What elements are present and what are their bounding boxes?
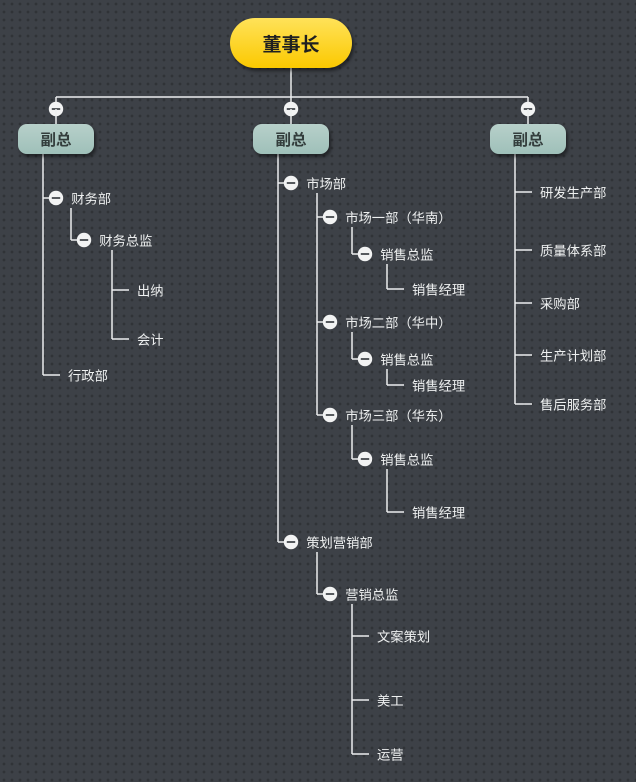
svg-text:财务总监: 财务总监 <box>99 231 152 250</box>
svg-text:生产计划部: 生产计划部 <box>540 346 606 365</box>
svg-text:市场一部（华南）: 市场一部（华南） <box>345 208 451 227</box>
svg-text:销售经理: 销售经理 <box>412 376 465 395</box>
svg-text:研发生产部: 研发生产部 <box>540 183 606 202</box>
svg-text:文案策划: 文案策划 <box>377 627 430 646</box>
svg-text:销售总监: 销售总监 <box>380 245 433 264</box>
svg-text:策划营销部: 策划营销部 <box>306 533 372 552</box>
svg-text:销售总监: 销售总监 <box>380 350 433 369</box>
svg-text:市场二部（华中）: 市场二部（华中） <box>345 313 451 332</box>
svg-text:美工: 美工 <box>377 691 404 710</box>
svg-text:销售总监: 销售总监 <box>380 450 433 469</box>
svg-text:出纳: 出纳 <box>137 281 164 300</box>
svg-text:会计: 会计 <box>137 330 164 349</box>
svg-text:运营: 运营 <box>377 745 404 764</box>
svg-text:行政部: 行政部 <box>68 366 108 385</box>
svg-text:质量体系部: 质量体系部 <box>540 241 606 260</box>
svg-text:财务部: 财务部 <box>71 189 111 208</box>
svg-text:市场三部（华东）: 市场三部（华东） <box>345 406 451 425</box>
svg-text:营销总监: 营销总监 <box>345 585 398 604</box>
svg-text:销售经理: 销售经理 <box>412 503 465 522</box>
svg-text:采购部: 采购部 <box>540 294 580 313</box>
svg-text:售后服务部: 售后服务部 <box>540 395 606 414</box>
svg-text:市场部: 市场部 <box>306 174 346 193</box>
svg-text:销售经理: 销售经理 <box>412 280 465 299</box>
